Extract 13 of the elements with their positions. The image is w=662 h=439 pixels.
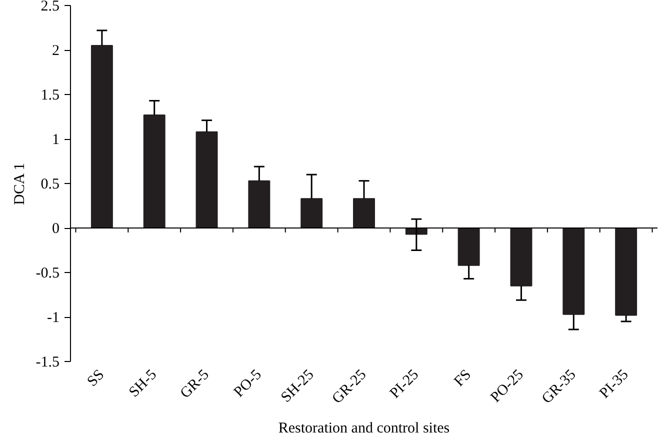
y-tick-label: 1 <box>52 132 60 148</box>
y-tick-label: 0 <box>52 221 60 237</box>
x-tick-label: SS <box>84 366 108 390</box>
y-tick-label: -1.5 <box>36 354 60 370</box>
y-tick-label: 1.5 <box>40 88 60 104</box>
y-tick-label: 0.5 <box>40 176 60 192</box>
y-tick-label: 2.5 <box>40 0 60 14</box>
y-axis-title: DCA 1 <box>12 162 28 205</box>
y-tick-label: -0.5 <box>36 266 60 282</box>
x-tick-label: FS <box>451 366 474 390</box>
y-tick-label: -1 <box>47 310 60 326</box>
y-tick-label: 2 <box>52 43 60 59</box>
x-axis-title: Restoration and control sites <box>278 420 450 437</box>
